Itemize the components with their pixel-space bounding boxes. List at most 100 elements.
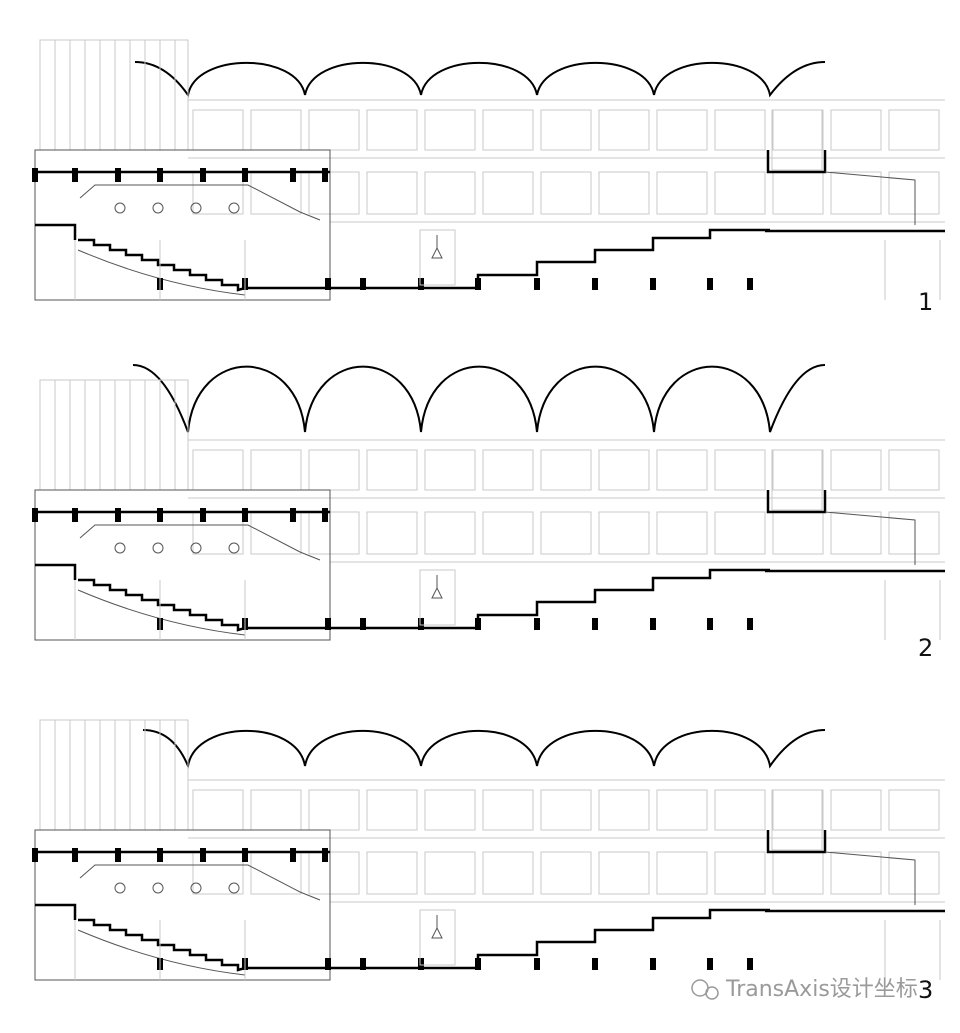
window <box>540 851 592 895</box>
post <box>200 168 206 182</box>
panels <box>32 39 945 981</box>
window <box>772 511 824 555</box>
window <box>308 789 360 831</box>
post <box>290 168 296 182</box>
lamp <box>190 882 202 894</box>
column <box>418 618 424 630</box>
post <box>322 168 328 182</box>
post <box>322 848 328 862</box>
window <box>250 109 302 151</box>
roof-vault <box>142 729 826 770</box>
window <box>366 109 418 151</box>
post <box>72 168 78 182</box>
doorway <box>419 909 456 966</box>
column <box>534 618 540 630</box>
column <box>360 958 366 970</box>
window <box>250 789 302 831</box>
column <box>747 618 753 630</box>
lamp-hang <box>431 915 443 939</box>
window <box>888 109 940 151</box>
post <box>157 168 163 182</box>
column <box>325 618 331 630</box>
column <box>650 618 656 630</box>
column <box>534 278 540 290</box>
column <box>650 958 656 970</box>
upper-window <box>771 109 823 171</box>
column <box>475 278 481 290</box>
lamp <box>114 202 126 214</box>
window <box>424 511 476 555</box>
lamp-hang <box>431 235 443 259</box>
doorway <box>419 569 456 626</box>
post <box>322 508 328 522</box>
window <box>656 449 708 491</box>
window <box>482 511 534 555</box>
upper-window <box>771 449 823 511</box>
window <box>366 171 418 215</box>
window <box>714 789 766 831</box>
column <box>325 278 331 290</box>
window <box>772 851 824 895</box>
window <box>366 789 418 831</box>
floor <box>78 568 945 632</box>
lamp <box>228 882 240 894</box>
column <box>418 958 424 970</box>
lamp <box>114 542 126 554</box>
column <box>707 958 713 970</box>
window <box>192 449 244 491</box>
balcony <box>79 524 321 561</box>
window <box>482 171 534 215</box>
column <box>534 958 540 970</box>
window <box>598 789 650 831</box>
canopy <box>824 171 916 225</box>
lamp <box>228 202 240 214</box>
upper-box <box>766 490 827 514</box>
window <box>714 511 766 555</box>
column <box>747 278 753 290</box>
canopy <box>824 511 916 565</box>
balcony <box>79 864 321 901</box>
post <box>290 508 296 522</box>
doorway <box>419 229 456 286</box>
column <box>592 958 598 970</box>
window <box>888 511 940 555</box>
watermark-text: TransAxis设计坐标 <box>725 977 918 1002</box>
window <box>366 851 418 895</box>
window <box>714 449 766 491</box>
window <box>888 851 940 895</box>
window <box>308 109 360 151</box>
section-label: 2 <box>918 634 933 662</box>
section <box>32 39 945 301</box>
window <box>424 789 476 831</box>
window <box>482 789 534 831</box>
window <box>888 171 940 215</box>
column <box>325 958 331 970</box>
column <box>707 278 713 290</box>
post <box>32 168 38 182</box>
lamp <box>190 542 202 554</box>
window <box>714 851 766 895</box>
entrance <box>35 223 77 240</box>
upper-box <box>766 830 827 854</box>
floor <box>78 228 945 292</box>
window <box>482 449 534 491</box>
window <box>308 851 360 895</box>
window <box>424 171 476 215</box>
window <box>656 789 708 831</box>
section <box>32 719 945 981</box>
upper-window <box>771 789 823 851</box>
lamp <box>152 542 164 554</box>
roof-vault <box>132 364 826 433</box>
window <box>482 851 534 895</box>
window <box>714 171 766 215</box>
post <box>72 848 78 862</box>
window <box>482 109 534 151</box>
column <box>418 278 424 290</box>
window <box>888 449 940 491</box>
window <box>772 449 824 491</box>
post <box>32 848 38 862</box>
post <box>242 508 248 522</box>
column <box>592 618 598 630</box>
post <box>242 848 248 862</box>
